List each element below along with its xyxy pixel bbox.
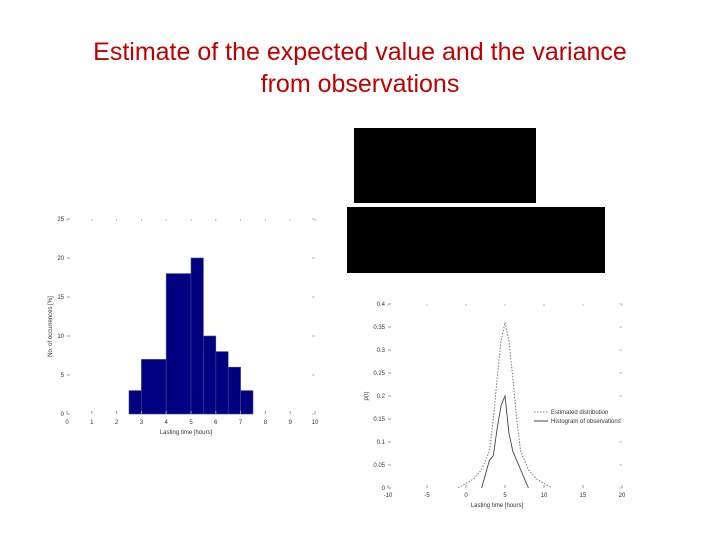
y-tick-label: 0 — [61, 412, 65, 418]
x-tick-label: 20 — [619, 493, 626, 499]
slide-title-line1: Estimate of the expected value and the v… — [93, 38, 627, 66]
histogram-bar — [141, 359, 167, 415]
x-tick-label: 10 — [312, 420, 319, 426]
y-tick-label: 0.3 — [377, 348, 386, 354]
slide-title: Estimate of the expected value and the v… — [0, 36, 720, 100]
x-tick-label: 3 — [140, 420, 144, 426]
x-tick-label: 0 — [65, 420, 69, 426]
y-tick-label: 25 — [57, 217, 64, 223]
y-tick-label: 10 — [57, 334, 64, 340]
slide-title-line2: from observations — [260, 70, 460, 98]
x-tick-label: 1 — [90, 420, 94, 426]
x-tick-label: 0 — [464, 493, 468, 499]
redaction-box-top — [354, 128, 536, 203]
y-tick-label: 0.35 — [373, 325, 385, 331]
x-tick-label: 2 — [115, 420, 119, 426]
y-tick-label: 15 — [57, 295, 64, 301]
y-tick-label: 5 — [61, 373, 65, 379]
x-tick-label: -10 — [384, 493, 393, 499]
y-tick-label: 20 — [57, 256, 64, 262]
y-tick-label: 0.2 — [377, 394, 386, 400]
x-tick-label: 6 — [214, 420, 218, 426]
x-tick-label: -5 — [424, 493, 430, 499]
y-tick-label: 0.4 — [377, 302, 386, 308]
x-tick-label: 8 — [264, 420, 268, 426]
y-tick-label: 0.25 — [373, 371, 385, 377]
x-axis-title: Lasting time [hours] — [471, 503, 524, 509]
x-tick-label: 15 — [580, 493, 587, 499]
x-tick-label: 5 — [503, 493, 507, 499]
y-axis-title: No. of occurrences [%] — [48, 296, 54, 357]
redaction-box-bottom — [347, 207, 605, 273]
x-tick-label: 7 — [239, 420, 243, 426]
estimated-distribution-line — [457, 322, 553, 489]
legend-label: Histogram of observations — [551, 419, 621, 425]
legend-label: Estimated distribution — [551, 410, 608, 416]
x-tick-label: 9 — [289, 420, 293, 426]
y-tick-label: 0.15 — [373, 417, 385, 423]
y-tick-label: 0.1 — [377, 440, 386, 446]
x-tick-label: 10 — [541, 493, 548, 499]
x-tick-label: 4 — [165, 420, 169, 426]
x-axis-title: Lasting time [hours] — [160, 430, 213, 436]
x-tick-label: 5 — [189, 420, 193, 426]
histogram-observations-line — [481, 394, 529, 489]
y-tick-label: 0.05 — [373, 463, 385, 469]
histogram-bar — [240, 390, 254, 415]
y-axis-title: p(t) — [364, 391, 370, 400]
y-tick-label: 0 — [382, 486, 386, 492]
